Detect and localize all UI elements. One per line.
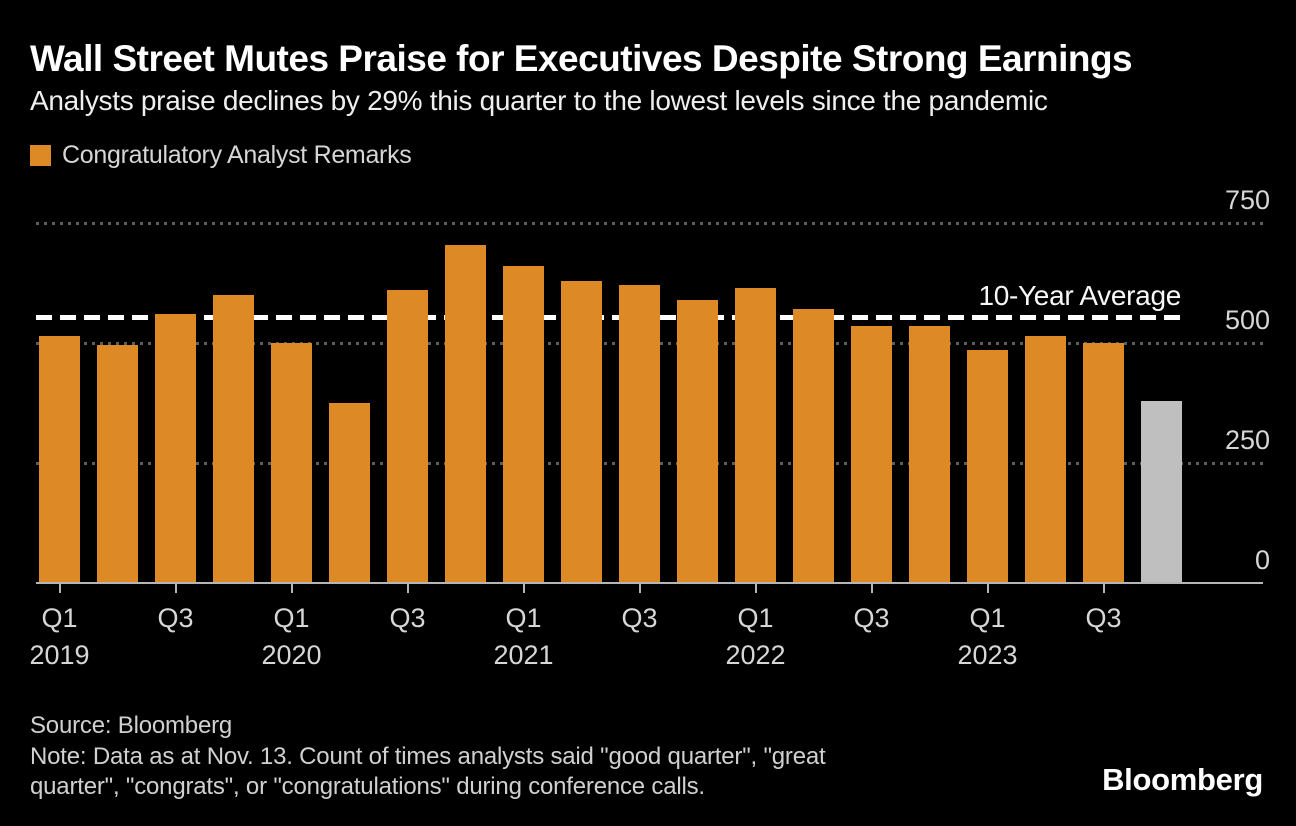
bar-q1-2019: [39, 335, 80, 583]
x-label-q1-2022: Q1: [737, 603, 774, 633]
x-tick-q3-2019: [174, 583, 177, 593]
bar-q2-2022: [793, 309, 834, 583]
y-axis-label-0: 0: [1254, 545, 1270, 575]
bar-q3-2022: [851, 326, 892, 583]
source-text: Source: Bloomberg: [30, 712, 233, 739]
x-label-q1-2019: Q1: [41, 603, 78, 633]
x-label-q3-2021: Q3: [621, 603, 658, 633]
x-year-label-2020: 2020: [261, 640, 322, 670]
bar-q4-2022: [909, 326, 950, 583]
legend-swatch-icon: [30, 144, 51, 166]
average-line-label: 10-Year Average: [978, 280, 1181, 312]
x-label-q1-2020: Q1: [273, 603, 310, 633]
x-label-q3-2022: Q3: [853, 603, 890, 633]
x-axis-line: [36, 582, 1263, 584]
bar-q1-2020: [271, 343, 312, 583]
gridline-750: [36, 222, 1263, 225]
legend-label: Congratulatory Analyst Remarks: [62, 140, 412, 169]
bar-q2-2021: [561, 280, 602, 583]
x-label-q3-2020: Q3: [389, 603, 426, 633]
x-tick-q3-2021: [638, 583, 641, 593]
x-label-q3-2019: Q3: [157, 603, 194, 633]
x-year-label-2021: 2021: [493, 640, 554, 670]
bar-q3-2020: [387, 290, 428, 583]
bar-q4-2020: [445, 244, 486, 583]
x-tick-q3-2022: [870, 583, 873, 593]
bar-q3-2019: [155, 314, 196, 583]
x-tick-q1-2023: [986, 583, 989, 593]
chart-title: Wall Street Mutes Praise for Executives …: [30, 38, 1133, 79]
x-tick-q3-2023: [1102, 583, 1105, 593]
y-axis-label-500: 500: [1224, 305, 1270, 335]
x-tick-q1-2022: [754, 583, 757, 593]
chart-subtitle: Analysts praise declines by 29% this qua…: [30, 85, 1048, 116]
x-tick-q1-2019: [58, 583, 61, 593]
bar-q4-2023: [1141, 400, 1182, 583]
note-text: Note: Data as at Nov. 13. Count of times…: [30, 743, 826, 800]
x-label-q1-2021: Q1: [505, 603, 542, 633]
x-label-q3-2023: Q3: [1085, 603, 1122, 633]
bar-q3-2023: [1083, 343, 1124, 583]
bar-q4-2019: [213, 295, 254, 583]
x-label-q1-2023: Q1: [969, 603, 1006, 633]
bar-q2-2023: [1025, 335, 1066, 583]
average-line: [36, 315, 1181, 321]
y-axis-label-250: 250: [1224, 425, 1270, 455]
x-tick-q1-2021: [522, 583, 525, 593]
bar-q4-2021: [677, 299, 718, 583]
x-year-label-2023: 2023: [957, 640, 1018, 670]
x-year-label-2019: 2019: [29, 640, 90, 670]
bloomberg-logo: Bloomberg: [1102, 762, 1263, 797]
bar-q1-2021: [503, 266, 544, 583]
bar-q1-2022: [735, 287, 776, 583]
bar-q2-2020: [329, 403, 370, 583]
x-tick-q1-2020: [290, 583, 293, 593]
x-tick-q3-2020: [406, 583, 409, 593]
y-axis-label-750: 750: [1224, 185, 1270, 215]
legend: Congratulatory Analyst Remarks: [30, 140, 412, 169]
bar-q3-2021: [619, 285, 660, 583]
bar-q1-2023: [967, 350, 1008, 583]
bar-q2-2019: [97, 345, 138, 583]
x-year-label-2022: 2022: [725, 640, 786, 670]
